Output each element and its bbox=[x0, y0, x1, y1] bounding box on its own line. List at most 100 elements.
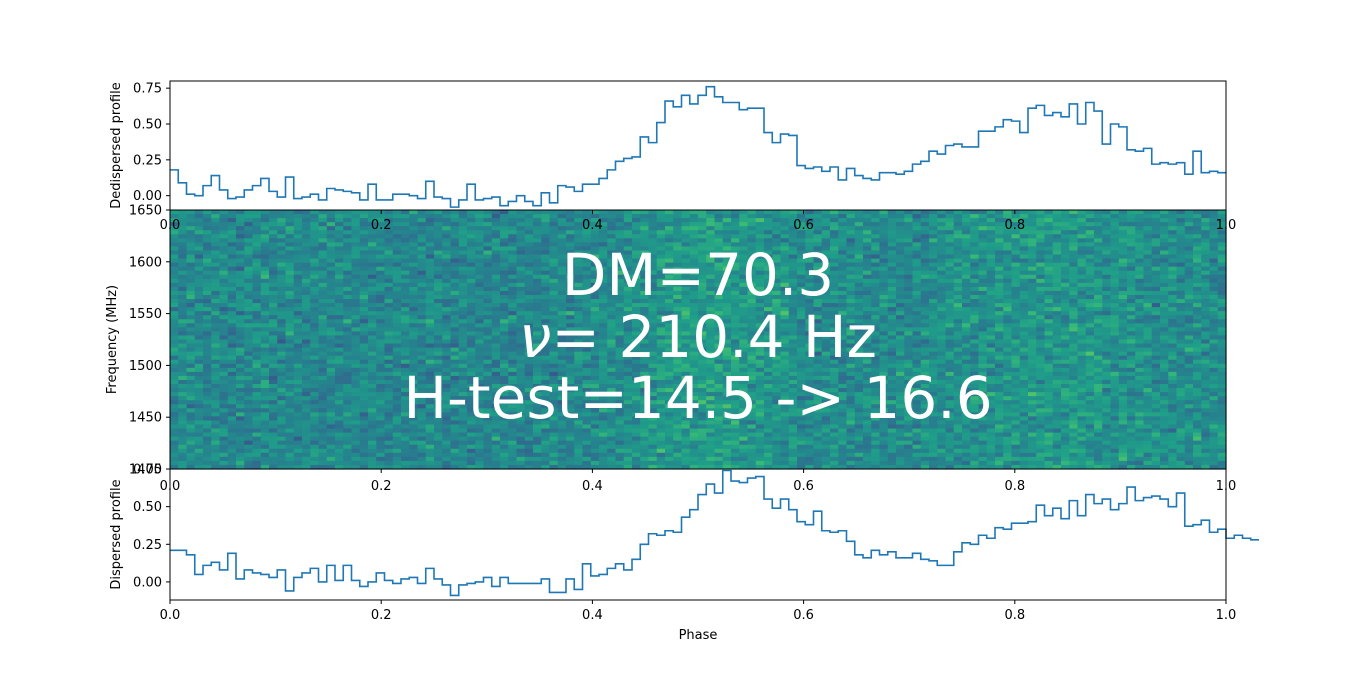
heatmap-cell bbox=[227, 347, 237, 353]
heatmap-cell bbox=[252, 250, 262, 256]
heatmap-cell bbox=[1118, 339, 1128, 345]
heatmap-cell bbox=[450, 335, 460, 341]
heatmap-cell bbox=[937, 266, 947, 272]
heatmap-cell bbox=[1069, 282, 1079, 288]
heatmap-cell bbox=[1151, 311, 1161, 316]
heatmap-cell bbox=[821, 210, 831, 215]
heatmap-cell bbox=[376, 218, 386, 223]
heatmap-cell bbox=[450, 262, 460, 268]
heatmap-cell bbox=[962, 278, 971, 284]
heatmap-cell bbox=[879, 266, 889, 272]
heatmap-cell bbox=[434, 218, 443, 223]
heatmap-cell bbox=[401, 214, 410, 219]
heatmap-cell bbox=[656, 230, 666, 235]
heatmap-cell bbox=[1168, 278, 1178, 284]
heatmap-cell bbox=[1176, 278, 1186, 284]
heatmap-cell bbox=[986, 343, 996, 349]
heatmap-cell bbox=[227, 246, 237, 252]
heatmap-cell bbox=[434, 343, 443, 349]
heatmap-cell bbox=[1135, 307, 1145, 312]
heatmap-cell bbox=[673, 262, 683, 268]
heatmap-cell bbox=[887, 294, 897, 300]
heatmap-cell bbox=[392, 347, 402, 353]
heatmap-cell bbox=[574, 327, 584, 333]
heatmap-cell bbox=[986, 238, 996, 243]
heatmap-cell bbox=[170, 226, 179, 231]
heatmap-cell bbox=[458, 311, 468, 316]
heatmap-cell bbox=[491, 335, 501, 341]
heatmap-cell bbox=[1003, 258, 1013, 264]
heatmap-cell bbox=[269, 250, 278, 256]
heatmap-cell bbox=[590, 343, 600, 349]
heatmap-cell bbox=[863, 363, 872, 369]
heatmap-cell bbox=[475, 359, 485, 365]
heatmap-cell bbox=[1193, 339, 1202, 345]
heatmap-cell bbox=[689, 286, 699, 292]
heatmap-cell bbox=[904, 351, 914, 357]
heatmap-cell bbox=[632, 331, 641, 337]
heatmap-cell bbox=[821, 286, 831, 292]
heatmap-cell bbox=[706, 278, 716, 284]
heatmap-cell bbox=[1044, 210, 1054, 215]
heatmap-cell bbox=[714, 323, 724, 328]
heatmap-cell bbox=[1151, 294, 1161, 300]
heatmap-cell bbox=[863, 319, 872, 324]
heatmap-cell bbox=[1184, 299, 1194, 304]
heatmap-cell bbox=[1044, 258, 1054, 264]
heatmap-cell bbox=[285, 278, 295, 284]
heatmap-cell bbox=[359, 286, 369, 292]
heatmap-cell bbox=[1201, 307, 1211, 312]
heatmap-cell bbox=[260, 327, 270, 333]
heatmap-cell bbox=[310, 315, 320, 320]
heatmap-cell bbox=[615, 218, 625, 223]
heatmap-cell bbox=[945, 258, 955, 264]
heatmap-cell bbox=[524, 351, 534, 357]
heatmap-cell bbox=[887, 246, 897, 252]
heatmap-cell bbox=[236, 230, 245, 235]
heatmap-cell bbox=[425, 303, 435, 308]
heatmap-cell bbox=[863, 270, 872, 276]
heatmap-cell bbox=[937, 230, 947, 235]
heatmap-cell bbox=[368, 222, 377, 227]
heatmap-cell bbox=[970, 226, 980, 231]
heatmap-cell bbox=[582, 238, 592, 243]
heatmap-cell bbox=[747, 335, 757, 341]
heatmap-cell bbox=[1193, 262, 1202, 268]
heatmap-cell bbox=[458, 218, 468, 223]
heatmap-cell bbox=[574, 319, 584, 324]
heatmap-cell bbox=[1044, 299, 1054, 304]
heatmap-cell bbox=[458, 278, 468, 284]
heatmap-cell bbox=[673, 266, 683, 272]
heatmap-cell bbox=[343, 230, 353, 235]
heatmap-cell bbox=[186, 315, 196, 320]
heatmap-cell bbox=[797, 343, 806, 349]
heatmap-cell bbox=[797, 262, 806, 268]
heatmap-cell bbox=[1069, 242, 1079, 248]
heatmap-cell bbox=[318, 282, 328, 288]
heatmap-cell bbox=[1176, 331, 1186, 337]
heatmap-cell bbox=[805, 303, 815, 308]
heatmap-cell bbox=[467, 290, 476, 296]
heatmap-cell bbox=[912, 278, 922, 284]
heatmap-cell bbox=[219, 278, 229, 284]
heatmap-cell bbox=[854, 347, 864, 353]
heatmap-cell bbox=[1184, 218, 1194, 223]
heatmap-cell bbox=[516, 270, 526, 276]
heatmap-cell bbox=[1085, 238, 1095, 243]
heatmap-cell bbox=[1094, 226, 1103, 231]
heatmap-cell bbox=[607, 242, 617, 248]
heatmap-cell bbox=[607, 238, 617, 243]
heatmap-cell bbox=[698, 363, 707, 369]
heatmap-cell bbox=[549, 242, 559, 248]
heatmap-cell bbox=[1168, 234, 1178, 239]
heatmap-cell bbox=[1193, 359, 1202, 365]
heatmap-cell bbox=[475, 335, 485, 341]
heatmap-cell bbox=[252, 355, 262, 361]
heatmap-cell bbox=[780, 254, 790, 260]
heatmap-cell bbox=[1085, 347, 1095, 353]
heatmap-cell bbox=[1168, 286, 1178, 292]
heatmap-cell bbox=[978, 331, 988, 337]
heatmap-cell bbox=[574, 311, 584, 316]
heatmap-cell bbox=[170, 282, 179, 288]
heatmap-cell bbox=[846, 331, 856, 337]
